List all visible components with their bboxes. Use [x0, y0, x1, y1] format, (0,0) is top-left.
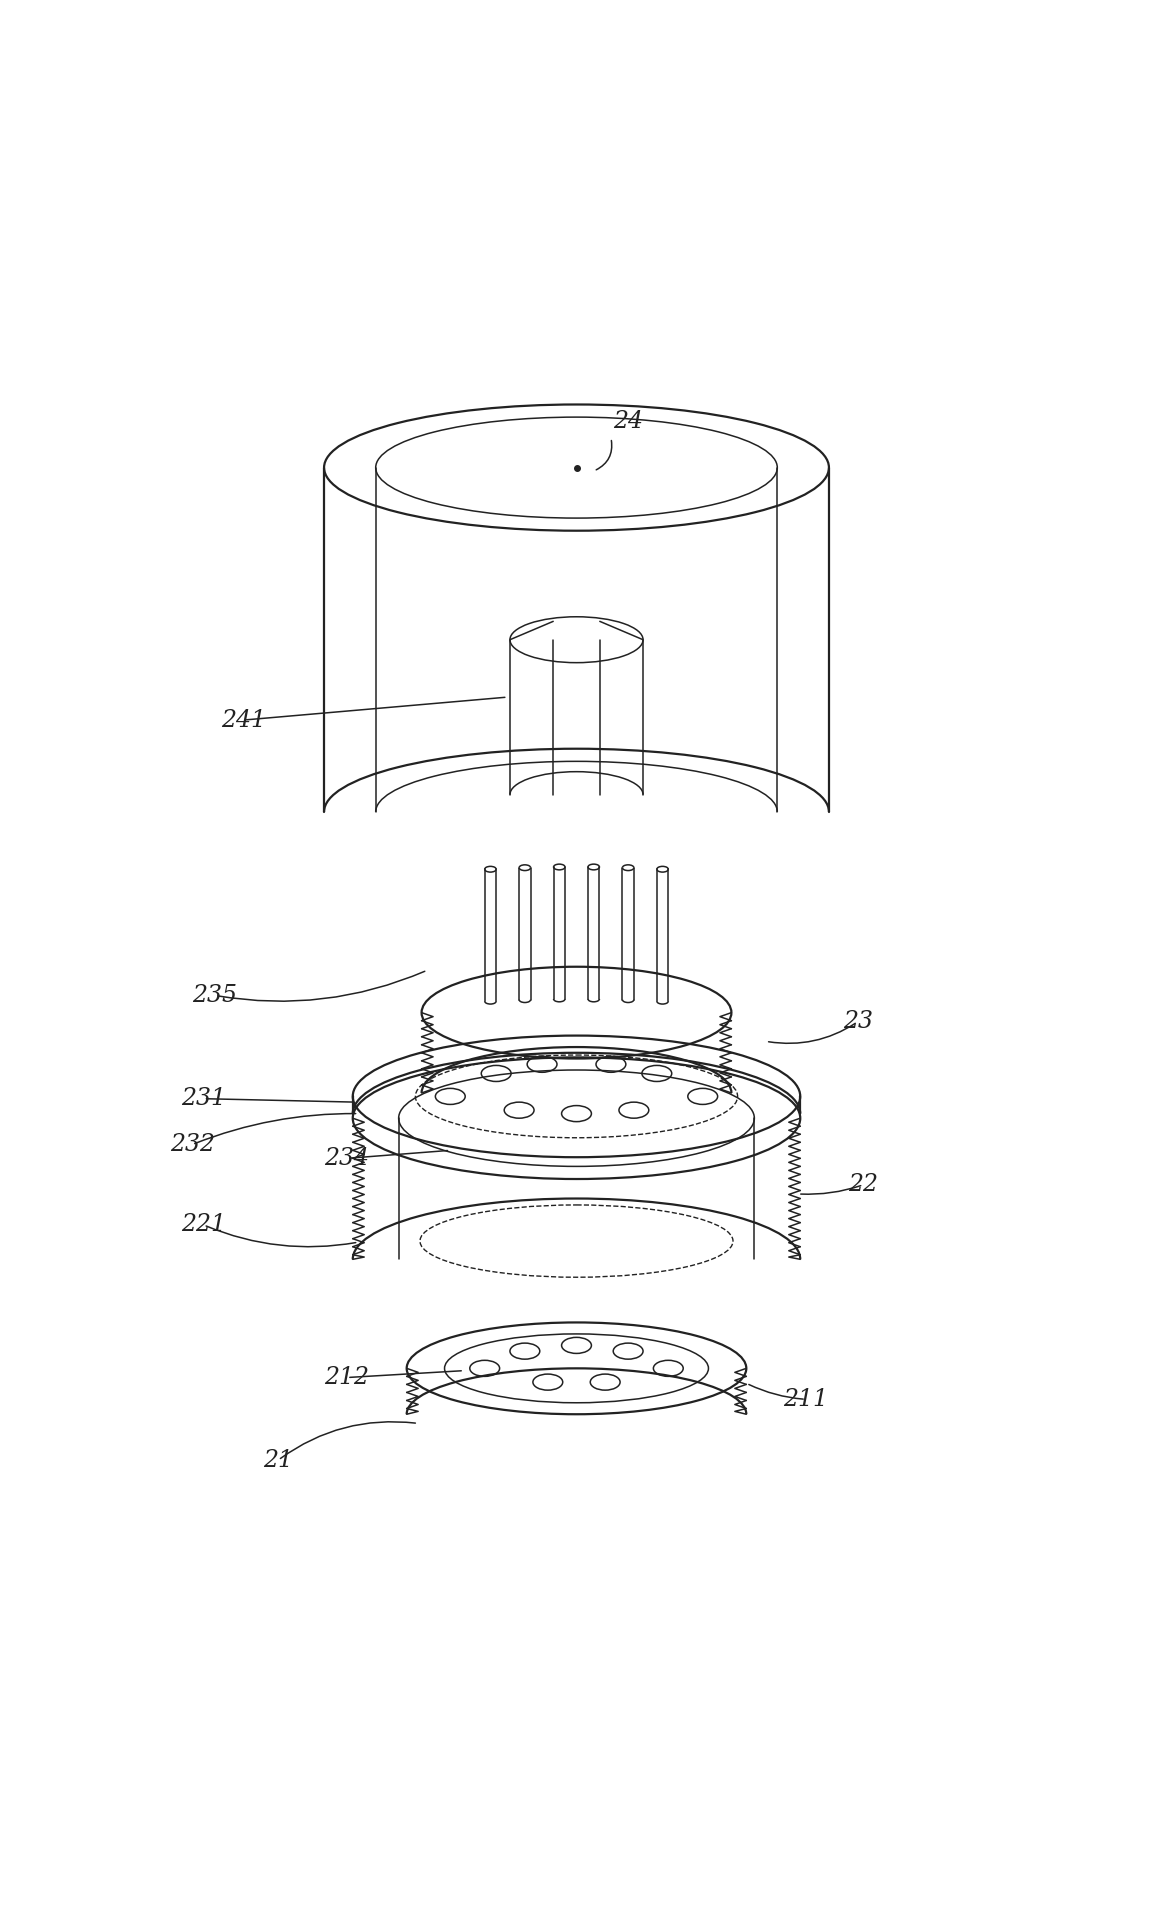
Text: 211: 211 — [784, 1388, 829, 1411]
Text: 23: 23 — [843, 1011, 873, 1034]
Text: 234: 234 — [324, 1147, 369, 1170]
Text: 22: 22 — [849, 1172, 879, 1195]
Text: 24: 24 — [613, 409, 643, 432]
Text: 235: 235 — [193, 984, 238, 1007]
Text: 232: 232 — [169, 1134, 214, 1157]
Text: 231: 231 — [181, 1088, 226, 1111]
Text: 21: 21 — [263, 1449, 293, 1472]
Text: 212: 212 — [324, 1367, 369, 1390]
Text: 241: 241 — [221, 709, 266, 732]
Text: 221: 221 — [181, 1213, 226, 1236]
